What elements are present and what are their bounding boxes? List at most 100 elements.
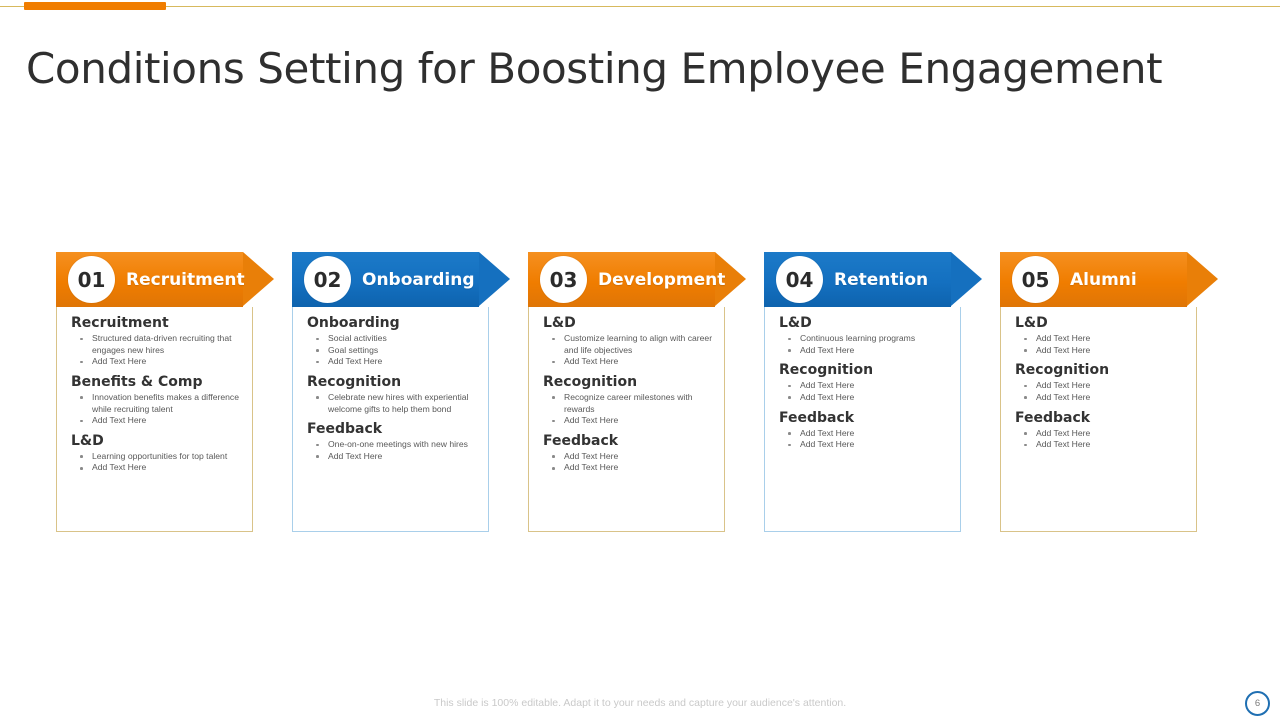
page-number-badge: 6 (1245, 691, 1270, 716)
card-banner-01: 01 Recruitment (56, 252, 274, 307)
card-section: L&D Continuous learning programs Add Text … (779, 315, 955, 356)
bullet-item: Add Text Here (1017, 428, 1191, 440)
card-banner-05: 05 Alumni (1000, 252, 1218, 307)
top-accent-bar (24, 2, 166, 10)
card-body-05: L&D Add Text Here Add Text Here Recognition… (1000, 307, 1197, 532)
card-body-02: Onboarding Social activities Goal settings… (292, 307, 489, 532)
process-card-05[interactable]: 05 Alumni L&D Add Text Here Add Text Here Rec… (1000, 252, 1218, 532)
card-section: L&D Customize learning to align with care… (543, 315, 719, 368)
section-bullet-list: Innovation benefits makes a difference w… (73, 392, 247, 427)
card-stage-label: Alumni (1070, 269, 1137, 290)
card-section: Benefits & Comp Innovation benefits makes… (71, 374, 247, 427)
section-bullet-list: Social activities Goal settings Add Text H… (309, 333, 483, 368)
section-title: Onboarding (307, 315, 400, 331)
card-stage-label: Development (598, 269, 726, 290)
bullet-item: Add Text Here (781, 380, 955, 392)
section-title: L&D (779, 315, 812, 331)
card-section: L&D Learning opportunities for top talent… (71, 433, 247, 474)
section-bullet-list: Add Text Here Add Text Here (781, 428, 955, 451)
card-body-03: L&D Customize learning to align with care… (528, 307, 725, 532)
bullet-item: Continuous learning programs (781, 333, 955, 345)
section-bullet-list: Add Text Here Add Text Here (1017, 380, 1191, 403)
process-cards-row: 01 Recruitment Recruitment Structured data-… (56, 252, 1236, 542)
section-bullet-list: Recognize career milestones with rewards… (545, 392, 719, 427)
section-bullet-list: One-on-one meetings with new hires Add Te… (309, 439, 483, 462)
bullet-item: Add Text Here (781, 392, 955, 404)
section-title: Feedback (779, 409, 855, 426)
card-stage-label: Recruitment (126, 269, 245, 290)
card-section: Feedback Add Text Here Add Text Here (779, 410, 955, 451)
page-title: Conditions Setting for Boosting Employee… (26, 44, 1163, 94)
section-title: Recruitment (71, 315, 169, 331)
section-title: Feedback (1015, 409, 1091, 426)
section-bullet-list: Add Text Here Add Text Here (1017, 428, 1191, 451)
section-bullet-list: Add Text Here Add Text Here (781, 380, 955, 403)
card-banner-03: 03 Development (528, 252, 746, 307)
card-section: L&D Add Text Here Add Text Here (1015, 315, 1191, 356)
section-bullet-list: Add Text Here Add Text Here (545, 451, 719, 474)
card-body-01: Recruitment Structured data-driven recrui… (56, 307, 253, 532)
section-bullet-list: Learning opportunities for top talent Add… (73, 451, 247, 474)
section-title: Recognition (307, 373, 402, 390)
card-section: Feedback Add Text Here Add Text Here (1015, 410, 1191, 451)
bullet-item: Customize learning to align with career … (545, 333, 719, 356)
bullet-item: Innovation benefits makes a difference w… (73, 392, 247, 415)
bullet-item: Goal settings (309, 345, 483, 357)
card-number-circle: 02 (304, 256, 351, 303)
footer-note: This slide is 100% editable. Adapt it to… (433, 697, 847, 709)
section-bullet-list: Customize learning to align with career … (545, 333, 719, 368)
arrow-tip-icon (243, 252, 274, 306)
card-section: Onboarding Social activities Goal settings… (307, 315, 483, 368)
section-title: Feedback (543, 432, 619, 449)
card-body-04: L&D Continuous learning programs Add Text … (764, 307, 961, 532)
bullet-item: Social activities (309, 333, 483, 345)
bullet-item: Add Text Here (781, 439, 955, 451)
process-card-02[interactable]: 02 Onboarding Onboarding Social activities G… (292, 252, 510, 532)
card-number-circle: 01 (68, 256, 115, 303)
bullet-item: Add Text Here (545, 462, 719, 474)
bullet-item: Add Text Here (545, 451, 719, 463)
arrow-tip-icon (1187, 252, 1218, 306)
bullet-item: Add Text Here (73, 415, 247, 427)
card-number-circle: 05 (1012, 256, 1059, 303)
card-section: Recognition Add Text Here Add Text Here (779, 362, 955, 403)
bullet-item: Add Text Here (781, 345, 955, 357)
bullet-item: Learning opportunities for top talent (73, 451, 247, 463)
section-title: Recognition (1015, 362, 1110, 379)
bullet-item: Add Text Here (1017, 345, 1191, 357)
section-bullet-list: Structured data-driven recruiting that e… (73, 333, 247, 368)
card-stage-label: Retention (834, 269, 929, 290)
section-title: Benefits & Comp (71, 373, 203, 390)
section-title: Recognition (543, 373, 638, 390)
section-bullet-list: Add Text Here Add Text Here (1017, 333, 1191, 356)
card-banner-02: 02 Onboarding (292, 252, 510, 307)
section-bullet-list: Continuous learning programs Add Text Her… (781, 333, 955, 356)
card-banner-04: 04 Retention (764, 252, 982, 307)
bullet-item: Add Text Here (73, 462, 247, 474)
section-title: L&D (71, 432, 104, 449)
card-number-circle: 04 (776, 256, 823, 303)
arrow-tip-icon (951, 252, 982, 306)
card-section: Recognition Add Text Here Add Text Here (1015, 362, 1191, 403)
section-title: Recognition (779, 362, 874, 379)
process-card-04[interactable]: 04 Retention L&D Continuous learning progra… (764, 252, 982, 532)
bullet-item: Add Text Here (309, 356, 483, 368)
card-section: Feedback Add Text Here Add Text Here (543, 433, 719, 474)
section-bullet-list: Celebrate new hires with experiential we… (309, 392, 483, 415)
bullet-item: Add Text Here (1017, 333, 1191, 345)
card-section: Recognition Celebrate new hires with expe… (307, 374, 483, 415)
bullet-item: Add Text Here (73, 356, 247, 368)
card-section: Recruitment Structured data-driven recrui… (71, 315, 247, 368)
card-number-circle: 03 (540, 256, 587, 303)
bullet-item: Structured data-driven recruiting that e… (73, 333, 247, 356)
arrow-tip-icon (479, 252, 510, 306)
process-card-03[interactable]: 03 Development L&D Customize learning to al… (528, 252, 746, 532)
bullet-item: Add Text Here (545, 415, 719, 427)
section-title: Feedback (307, 421, 383, 438)
card-stage-label: Onboarding (362, 269, 475, 290)
bullet-item: Add Text Here (1017, 439, 1191, 451)
section-title: L&D (1015, 315, 1048, 331)
card-section: Feedback One-on-one meetings with new hir… (307, 421, 483, 462)
bullet-item: One-on-one meetings with new hires (309, 439, 483, 451)
process-card-01[interactable]: 01 Recruitment Recruitment Structured data-… (56, 252, 274, 532)
